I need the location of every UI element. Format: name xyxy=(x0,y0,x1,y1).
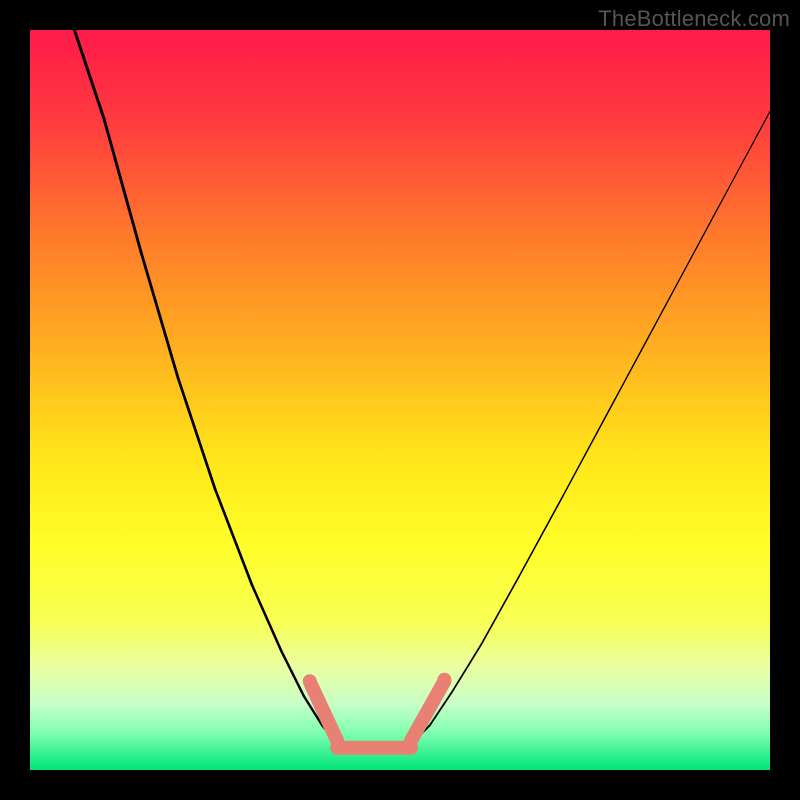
curve-segment xyxy=(141,252,178,378)
curve-layer xyxy=(74,30,770,752)
overlay-end-dot xyxy=(437,673,451,687)
overlay-end-dot xyxy=(303,674,317,688)
curve-segment xyxy=(178,378,215,489)
curve-segment xyxy=(718,111,770,207)
curve-segment xyxy=(282,652,304,696)
curve-segment xyxy=(104,119,141,252)
curve-segment xyxy=(215,489,252,585)
canvas: TheBottleneck.com xyxy=(0,0,800,800)
curve-segment xyxy=(74,30,104,119)
curve-segment xyxy=(481,578,518,645)
curve-segment xyxy=(563,400,615,496)
bottleneck-curve-chart xyxy=(30,30,770,770)
overlay-layer xyxy=(303,673,452,748)
curve-segment xyxy=(615,304,667,400)
curve-segment xyxy=(252,585,282,652)
plot-area xyxy=(30,30,770,770)
watermark-text: TheBottleneck.com xyxy=(598,6,790,32)
curve-segment xyxy=(452,644,482,692)
curve-segment xyxy=(666,208,718,304)
curve-segment xyxy=(518,496,562,577)
